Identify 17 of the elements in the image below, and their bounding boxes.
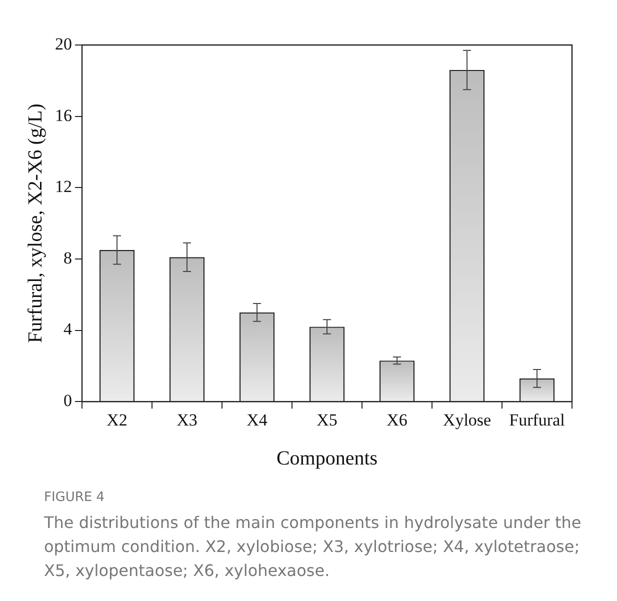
x-tick-label: Xylose [442,410,492,430]
x-tick-label: Furfural [509,410,566,430]
y-tick-label: 4 [64,320,72,339]
x-tick-label: X3 [176,410,198,430]
x-tick-label: X6 [386,410,408,430]
y-tick-label: 8 [64,248,72,268]
x-tick-label: X4 [246,410,268,430]
y-axis-title: Furfural, xylose, X2-X6 (g/L) [24,104,46,344]
x-axis-title: Components [276,447,378,470]
x-tick-label: X5 [316,410,338,430]
y-tick-label: 16 [55,106,72,125]
text: The distributions of the main components in hydrolysate under the optimum condition. X2, xylobiose; X3, xylotriose; X4, xylotetraose; X5, xylopentaose; X6, xylohexaose. [44,512,582,582]
y-tick-label: 20 [55,34,72,54]
y-tick-label: 0 [64,391,72,410]
y-tick-label: 12 [55,177,72,196]
x-tick-label: X2 [106,410,128,430]
caption: FIGURE 4 [44,490,106,505]
